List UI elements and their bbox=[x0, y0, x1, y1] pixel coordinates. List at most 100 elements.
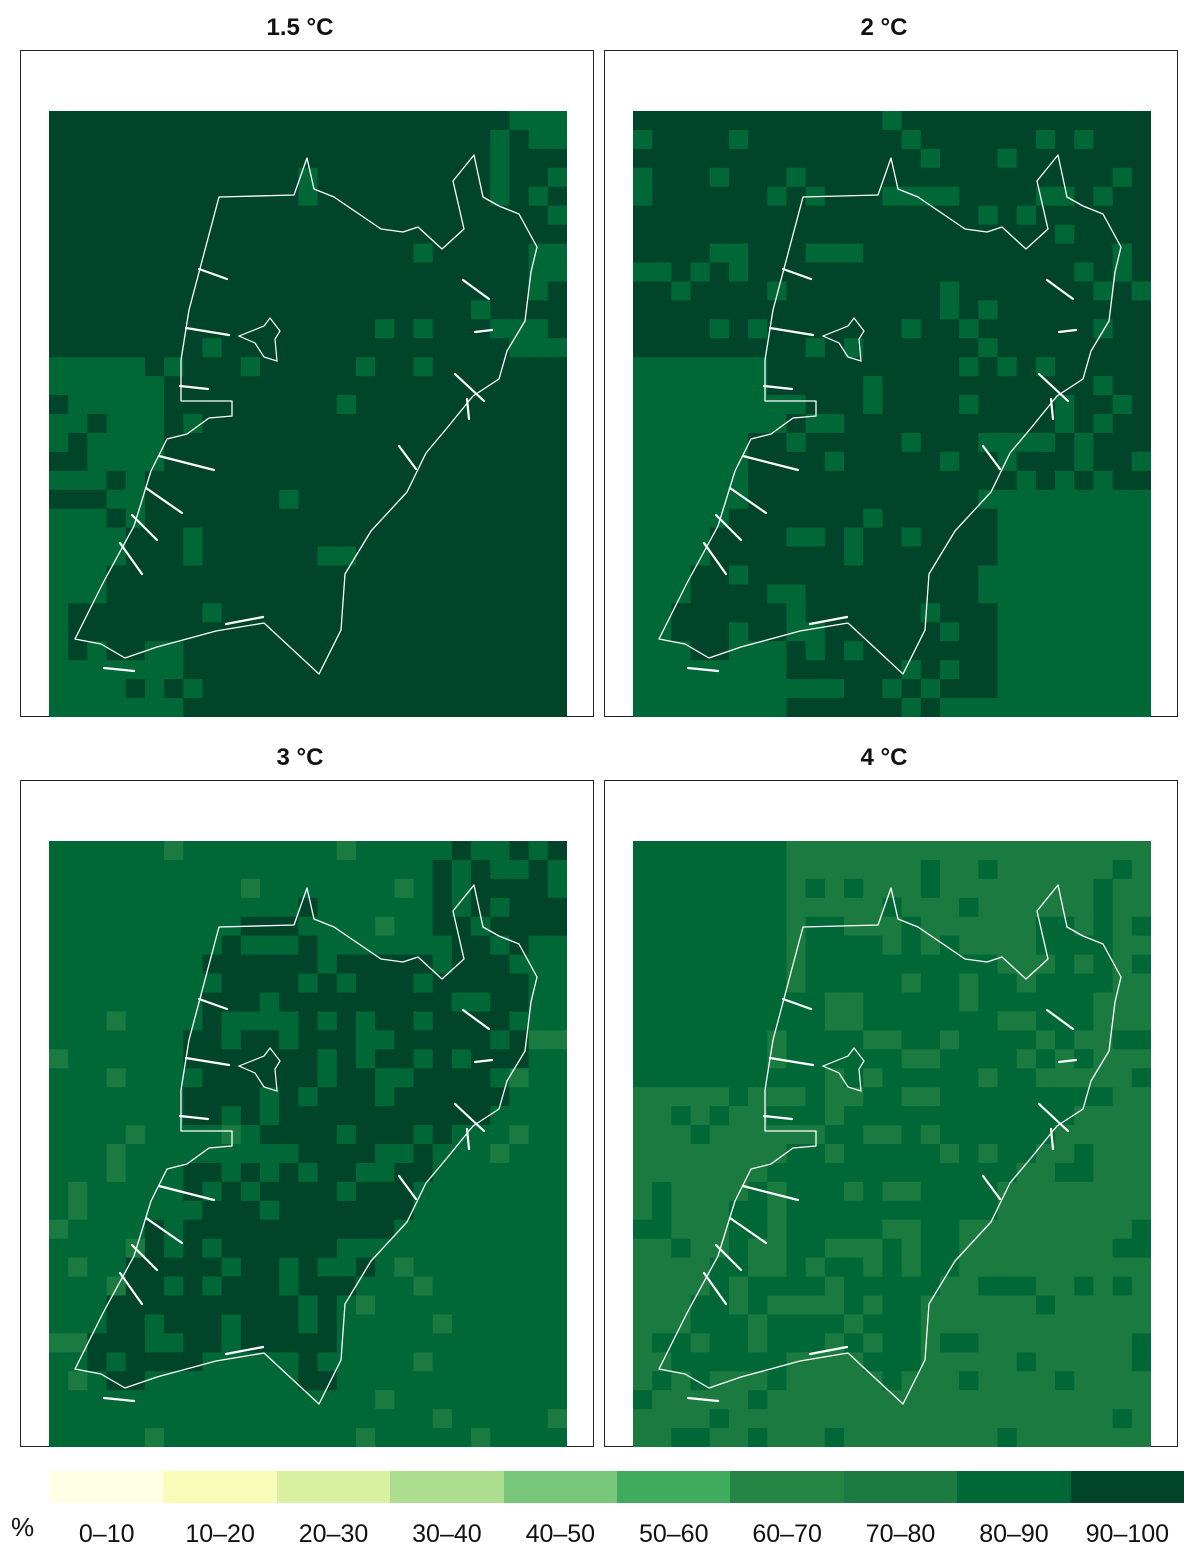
map-cell bbox=[49, 129, 69, 150]
map-cell bbox=[997, 584, 1018, 604]
map-cell bbox=[240, 1295, 261, 1316]
map-cell bbox=[221, 414, 242, 434]
map-cell bbox=[394, 584, 415, 604]
map-cell bbox=[1035, 111, 1056, 131]
map-cell bbox=[509, 1409, 530, 1429]
map-cell bbox=[240, 357, 261, 377]
map-cell bbox=[451, 698, 472, 717]
map-cell bbox=[240, 1352, 261, 1372]
map-cell bbox=[805, 224, 826, 245]
map-cell bbox=[863, 1257, 884, 1278]
map-cell bbox=[1093, 1428, 1114, 1447]
map-cell bbox=[49, 414, 69, 434]
river-line bbox=[473, 1058, 494, 1064]
map-cell bbox=[1074, 859, 1095, 880]
map-cell bbox=[997, 395, 1018, 415]
map-cell bbox=[394, 167, 415, 188]
map-cell bbox=[202, 205, 223, 226]
map-cell bbox=[959, 1276, 979, 1297]
map-cell bbox=[317, 167, 338, 188]
map-cell bbox=[68, 338, 88, 358]
map-cell bbox=[49, 243, 69, 264]
panel-title-2: 2 °C bbox=[860, 14, 908, 41]
map-cell bbox=[1112, 1200, 1133, 1221]
map-cell bbox=[997, 338, 1018, 358]
map-cell bbox=[978, 1257, 999, 1278]
map-cell bbox=[1055, 603, 1075, 623]
map-cell bbox=[202, 129, 223, 150]
map-cell bbox=[863, 603, 884, 623]
map-cell bbox=[939, 508, 960, 529]
map-cell bbox=[490, 1125, 511, 1145]
map-cell bbox=[863, 1390, 884, 1410]
map-cell bbox=[1093, 878, 1114, 899]
map-cell bbox=[959, 1295, 979, 1316]
map-cell bbox=[260, 205, 280, 226]
map-cell bbox=[336, 1314, 357, 1334]
map-cell bbox=[844, 546, 864, 567]
map-cell bbox=[978, 1276, 999, 1297]
map-cell bbox=[1016, 1257, 1037, 1278]
map-cell bbox=[633, 565, 653, 586]
map-cell bbox=[671, 243, 692, 264]
map-cell bbox=[451, 508, 472, 529]
map-cell bbox=[978, 1049, 999, 1069]
map-cell bbox=[240, 859, 261, 880]
map-cell bbox=[183, 414, 204, 434]
map-cell bbox=[451, 470, 472, 491]
map-cell bbox=[260, 489, 280, 510]
map-cell bbox=[260, 451, 280, 472]
map-cell bbox=[920, 414, 941, 434]
map-cell bbox=[183, 679, 204, 699]
map-cell bbox=[202, 432, 223, 453]
map-cell bbox=[528, 935, 549, 956]
map-cell bbox=[709, 973, 730, 994]
map-cell bbox=[901, 1238, 922, 1259]
map-cell bbox=[355, 167, 376, 188]
map-cell bbox=[1131, 1049, 1151, 1069]
map-cell bbox=[509, 1295, 530, 1316]
map-cell bbox=[805, 338, 826, 358]
map-cell bbox=[959, 1352, 979, 1372]
map-cell bbox=[786, 376, 807, 396]
map-cell bbox=[336, 1087, 357, 1107]
map-cell bbox=[863, 1276, 884, 1297]
map-cell bbox=[279, 1181, 300, 1202]
map-cell bbox=[106, 584, 127, 604]
map-cell bbox=[547, 841, 567, 861]
map-cell bbox=[451, 954, 472, 975]
map-cell bbox=[375, 1049, 395, 1069]
map-cell bbox=[1131, 584, 1151, 604]
map-cell bbox=[767, 1068, 788, 1088]
map-cell bbox=[509, 603, 530, 623]
map-cell bbox=[1131, 111, 1151, 131]
legend-label: 20–30 bbox=[298, 1520, 369, 1548]
map-cell bbox=[202, 395, 223, 415]
map-cell bbox=[997, 281, 1018, 301]
map-cell bbox=[1131, 1333, 1151, 1353]
map-cell bbox=[1093, 641, 1114, 661]
map-cell bbox=[183, 300, 204, 320]
map-cell bbox=[413, 916, 434, 937]
map-cell bbox=[68, 565, 88, 586]
map-cell bbox=[279, 224, 300, 245]
map-cell bbox=[748, 1428, 768, 1447]
map-cell bbox=[49, 1390, 69, 1410]
map-cell bbox=[375, 1144, 395, 1164]
map-cell bbox=[824, 679, 845, 699]
map-cell bbox=[920, 603, 941, 623]
map-cell bbox=[901, 262, 922, 283]
map-cell bbox=[355, 859, 376, 880]
map-cell bbox=[183, 1409, 204, 1429]
map-cell bbox=[432, 1011, 453, 1031]
map-cell bbox=[183, 508, 204, 529]
map-cell bbox=[183, 1087, 204, 1107]
map-cell bbox=[509, 992, 530, 1013]
map-cell bbox=[394, 432, 415, 453]
map-cell bbox=[547, 1314, 567, 1334]
map-cell bbox=[451, 129, 472, 150]
map-cell bbox=[767, 167, 788, 188]
map-cell bbox=[709, 1390, 730, 1410]
map-cell bbox=[260, 129, 280, 150]
map-cell bbox=[728, 1390, 749, 1410]
